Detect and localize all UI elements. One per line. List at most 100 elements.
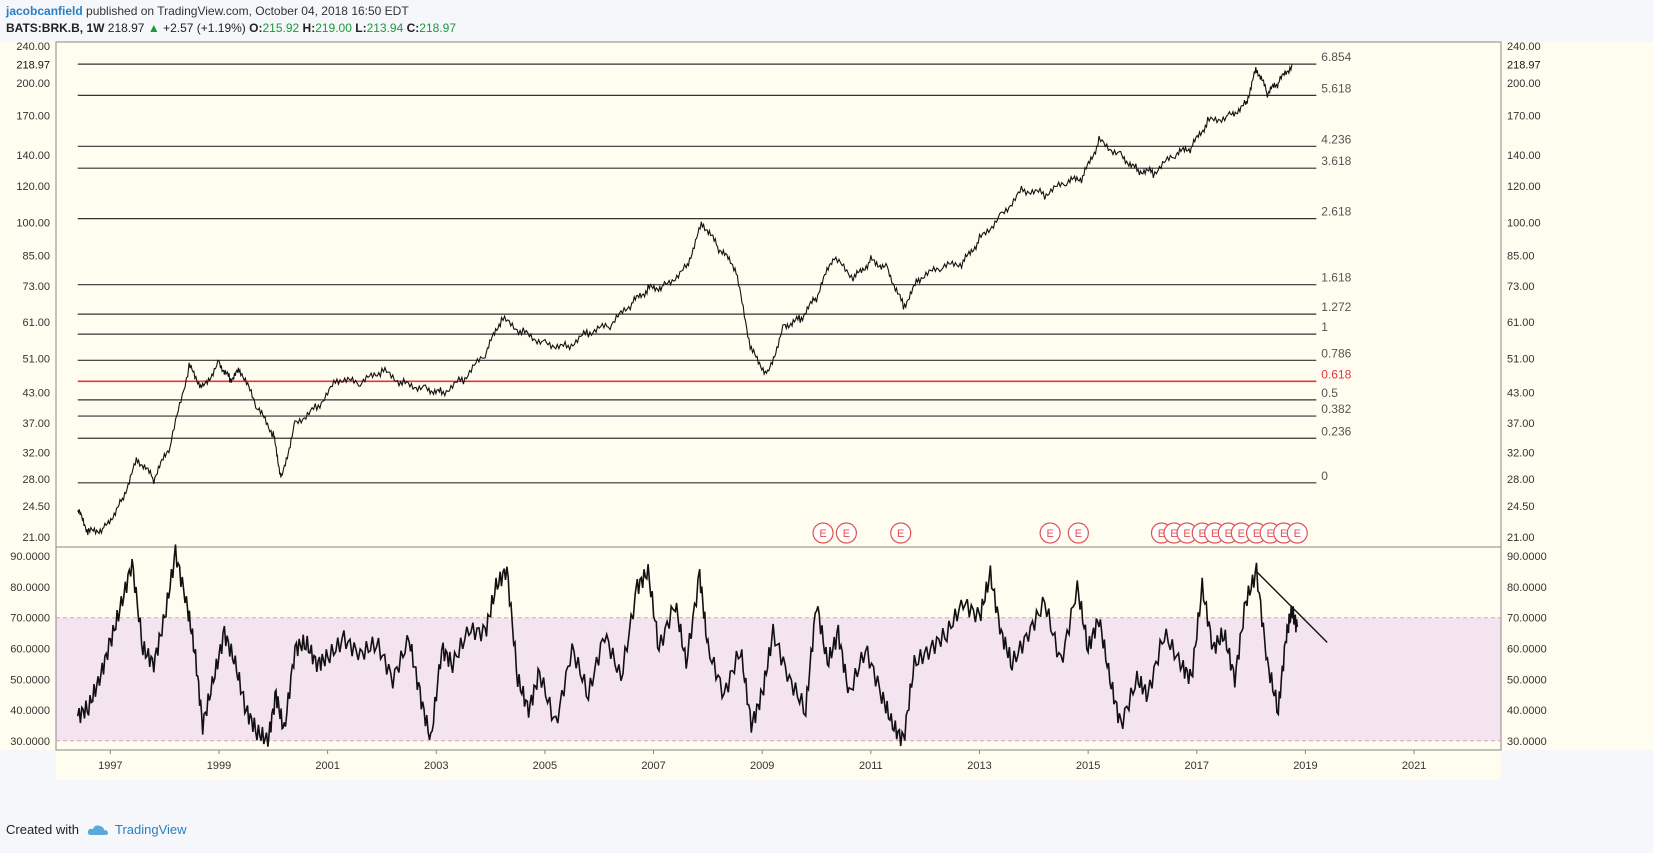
rsi-tick-right: 40.0000 [1507,705,1547,717]
earnings-label: E [1075,528,1082,540]
price-tick-left: 51.00 [22,353,50,365]
earnings-label: E [1294,528,1301,540]
rsi-tick-left: 30.0000 [10,736,50,748]
x-tick-label: 1997 [98,760,122,772]
earnings-marker [835,522,858,544]
symbol-label[interactable]: BATS:BRK.B, 1W [6,21,105,35]
fib-level-label: 0.236 [1321,424,1351,438]
tradingview-cloud-icon [87,824,108,835]
earnings-label: E [1253,528,1260,540]
price-tick-right: 85.00 [1507,250,1535,262]
close-value: 218.97 [419,21,456,35]
fib-level-label: 0.5 [1321,386,1338,400]
price-line [77,64,1293,536]
price-tick-right: 28.00 [1507,474,1535,486]
close-label: C: [406,21,420,35]
price-tick-left: 61.00 [22,317,50,329]
x-tick-label: 2007 [641,760,665,772]
price-tick-right: 200.00 [1507,78,1541,90]
fib-level-label: 0.786 [1321,346,1351,360]
rsi-tick-left: 70.0000 [10,613,50,625]
rsi-tick-right: 80.0000 [1507,582,1547,594]
time-axis[interactable] [56,750,1501,780]
rsi-trendline-segment [1256,571,1328,643]
low-value: 213.94 [366,21,404,35]
earnings-label: E [819,528,826,540]
price-tick-left: 37.00 [22,418,50,430]
price-tick-left: 240.00 [16,41,50,53]
created-with-label: Created with [6,822,79,837]
earnings-label: E [1280,528,1287,540]
price-series [77,64,1293,536]
left-price-axis[interactable] [0,42,56,750]
earnings-label: E [1199,528,1206,540]
fib-level-label: 2.618 [1321,205,1351,219]
price-tick-right: 120.00 [1507,181,1541,193]
price-tick-left: 170.00 [16,111,50,123]
fib-level-label: 0 [1321,469,1328,483]
x-tick-label: 2001 [315,760,339,772]
open-value: 215.92 [262,21,300,35]
price-tick-left: 21.00 [22,532,50,544]
x-tick-label: 2005 [533,760,557,772]
price-tick-left: 32.00 [22,447,50,459]
price-tick-right: 43.00 [1507,388,1535,400]
rsi-tick-right: 90.0000 [1507,551,1547,563]
fib-level-label: 5.618 [1321,81,1351,95]
x-tick-label: 2009 [750,760,774,772]
rsi-trendline[interactable] [1256,571,1328,643]
earnings-label: E [1158,528,1165,540]
price-tick-left: 120.00 [16,181,50,193]
price-tick-right: 32.00 [1507,447,1535,459]
rsi-tick-left: 80.0000 [10,582,50,594]
earnings-label: E [1183,528,1190,540]
right-price-axis[interactable] [1501,42,1653,750]
x-tick-label: 2015 [1076,760,1100,772]
fib-level-label: 0.618 [1321,367,1351,381]
publish-line: jacobcanfield published on TradingView.c… [6,4,409,18]
rsi-tick-right: 70.0000 [1507,613,1547,625]
price-tick-left: 73.00 [22,281,50,293]
fib-level-label: 1 [1321,320,1328,334]
publish-info: published on TradingView.com, October 04… [86,4,409,18]
earnings-label: E [1211,528,1218,540]
earnings-marker [1039,522,1061,544]
price-pane-bg [55,41,1502,548]
rsi-series [76,544,1299,747]
earnings-label: E [1046,528,1053,540]
author-link[interactable]: jacobcanfield [6,4,83,18]
tradingview-link[interactable]: TradingView [114,822,187,837]
price-tick-right: 100.00 [1507,218,1541,230]
price-tick-left: 24.50 [22,501,50,513]
footer: Created with TradingView [6,822,187,837]
rsi-band [56,617,1501,741]
price-tick-right: 21.00 [1507,532,1535,544]
x-tick-label: 2011 [859,760,883,772]
price-tick-right: 73.00 [1507,281,1535,293]
rsi-tick-right: 60.0000 [1507,644,1547,656]
current-price-left: 218.97 [16,60,50,72]
rsi-tick-left: 60.0000 [10,644,50,656]
price-tick-right: 140.00 [1507,150,1541,162]
fib-level-label: 1.618 [1321,271,1351,285]
x-tick-label: 2003 [424,760,448,772]
high-value: 219.00 [315,21,352,35]
earnings-label: E [1225,528,1232,540]
open-label: O: [249,21,263,35]
earnings-marker [1067,522,1089,544]
up-triangle-icon: ▲ [147,21,160,35]
price-tick-right: 61.00 [1507,317,1535,329]
price-tick-left: 100.00 [16,218,50,230]
low-label: L: [355,21,367,35]
fib-level-label: 4.236 [1321,132,1351,146]
x-tick-label: 2017 [1185,760,1209,772]
fib-level-label: 6.854 [1321,50,1351,64]
price-tick-right: 37.00 [1507,418,1535,430]
earnings-label: E [897,528,904,540]
last-price: 218.97 [107,21,145,35]
fib-extension-levels[interactable]: 6.854 5.618 4.236 3.618 2.618 1.618 1.272 1 0.78… [77,50,1352,484]
earnings-marker [1286,522,1308,544]
fib-level-label: 1.272 [1321,300,1351,314]
